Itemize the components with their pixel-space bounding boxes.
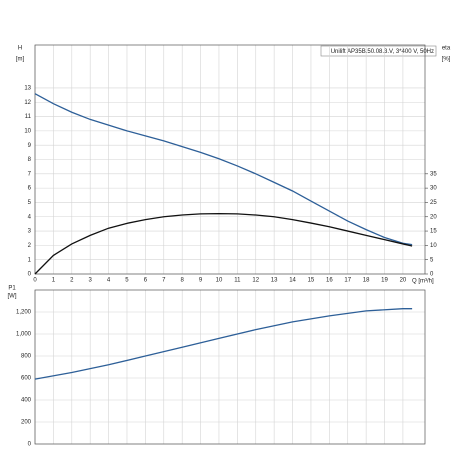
y-tick-label: 2 bbox=[28, 243, 32, 249]
y-tick-label: 13 bbox=[24, 86, 31, 92]
y-tick-label: 8 bbox=[28, 157, 32, 163]
y2-axis-unit: [%] bbox=[442, 57, 451, 63]
chart-title: Unilift AP35B.50.08.3.V, 3*400 V, 50Hz bbox=[331, 49, 434, 55]
y-tick-label: 9 bbox=[28, 143, 32, 149]
y2-tick-label: 30 bbox=[430, 186, 437, 192]
x-tick-label: 20 bbox=[400, 278, 407, 284]
x-tick-label: 2 bbox=[70, 278, 74, 284]
y2-tick-label: 10 bbox=[430, 243, 437, 249]
plot-frame bbox=[34, 289, 426, 445]
y2-axis-label: eta bbox=[442, 46, 451, 52]
y2-tick-label: 5 bbox=[430, 257, 434, 263]
x-tick-label: 9 bbox=[199, 278, 203, 284]
y-axis-label: H bbox=[18, 46, 22, 52]
x-tick-label: 10 bbox=[216, 278, 223, 284]
y-tick-label: 400 bbox=[21, 398, 32, 404]
x-tick-label: 19 bbox=[381, 278, 388, 284]
x-tick-label: 6 bbox=[144, 278, 148, 284]
y2-tick-label: 20 bbox=[430, 214, 437, 220]
y-axis-unit: [m] bbox=[16, 57, 25, 63]
x-tick-label: 8 bbox=[180, 278, 184, 284]
x-tick-label: 16 bbox=[326, 278, 333, 284]
y2-tick-label: 35 bbox=[430, 171, 437, 177]
y-tick-label: 800 bbox=[21, 354, 32, 360]
y-tick-label: 5 bbox=[28, 200, 32, 206]
y-tick-label: 1,000 bbox=[16, 332, 32, 338]
y-tick-label: 1 bbox=[28, 257, 32, 263]
x-tick-label: 14 bbox=[289, 278, 296, 284]
y-tick-label: 4 bbox=[28, 214, 32, 220]
y2-tick-label: 0 bbox=[430, 272, 434, 278]
y-tick-label: 0 bbox=[28, 272, 32, 278]
x-tick-label: 1 bbox=[52, 278, 56, 284]
y-tick-label: 3 bbox=[28, 229, 32, 235]
y-axis-unit: [W] bbox=[8, 294, 17, 300]
x-tick-label: 15 bbox=[308, 278, 315, 284]
x-tick-label: 7 bbox=[162, 278, 166, 284]
y-axis-label: P1 bbox=[8, 286, 16, 292]
x-tick-label: 13 bbox=[271, 278, 278, 284]
x-tick-label: 0 bbox=[33, 278, 37, 284]
y-tick-label: 11 bbox=[25, 114, 32, 120]
x-tick-label: 4 bbox=[107, 278, 111, 284]
y-tick-label: 600 bbox=[21, 376, 32, 382]
series-line bbox=[34, 93, 413, 246]
y2-tick-label: 15 bbox=[430, 229, 437, 235]
series-line bbox=[34, 308, 413, 380]
x-tick-label: 5 bbox=[125, 278, 129, 284]
y2-tick-label: 25 bbox=[430, 200, 437, 206]
x-tick-label: 3 bbox=[89, 278, 93, 284]
x-tick-label: 18 bbox=[363, 278, 370, 284]
y-tick-label: 6 bbox=[28, 186, 32, 192]
series-line bbox=[34, 212, 413, 275]
x-tick-label: 17 bbox=[344, 278, 351, 284]
y-tick-label: 0 bbox=[28, 442, 32, 448]
y-tick-label: 1,200 bbox=[16, 310, 32, 316]
y-tick-label: 12 bbox=[24, 100, 31, 106]
plot-frame bbox=[34, 44, 426, 275]
x-tick-label: 12 bbox=[252, 278, 259, 284]
title-box bbox=[320, 45, 437, 57]
y-tick-label: 7 bbox=[28, 171, 32, 177]
x-axis-label: Q [m³/h] bbox=[412, 279, 434, 285]
y-tick-label: 10 bbox=[24, 128, 31, 134]
y-tick-label: 200 bbox=[21, 420, 32, 426]
x-tick-label: 11 bbox=[234, 278, 241, 284]
